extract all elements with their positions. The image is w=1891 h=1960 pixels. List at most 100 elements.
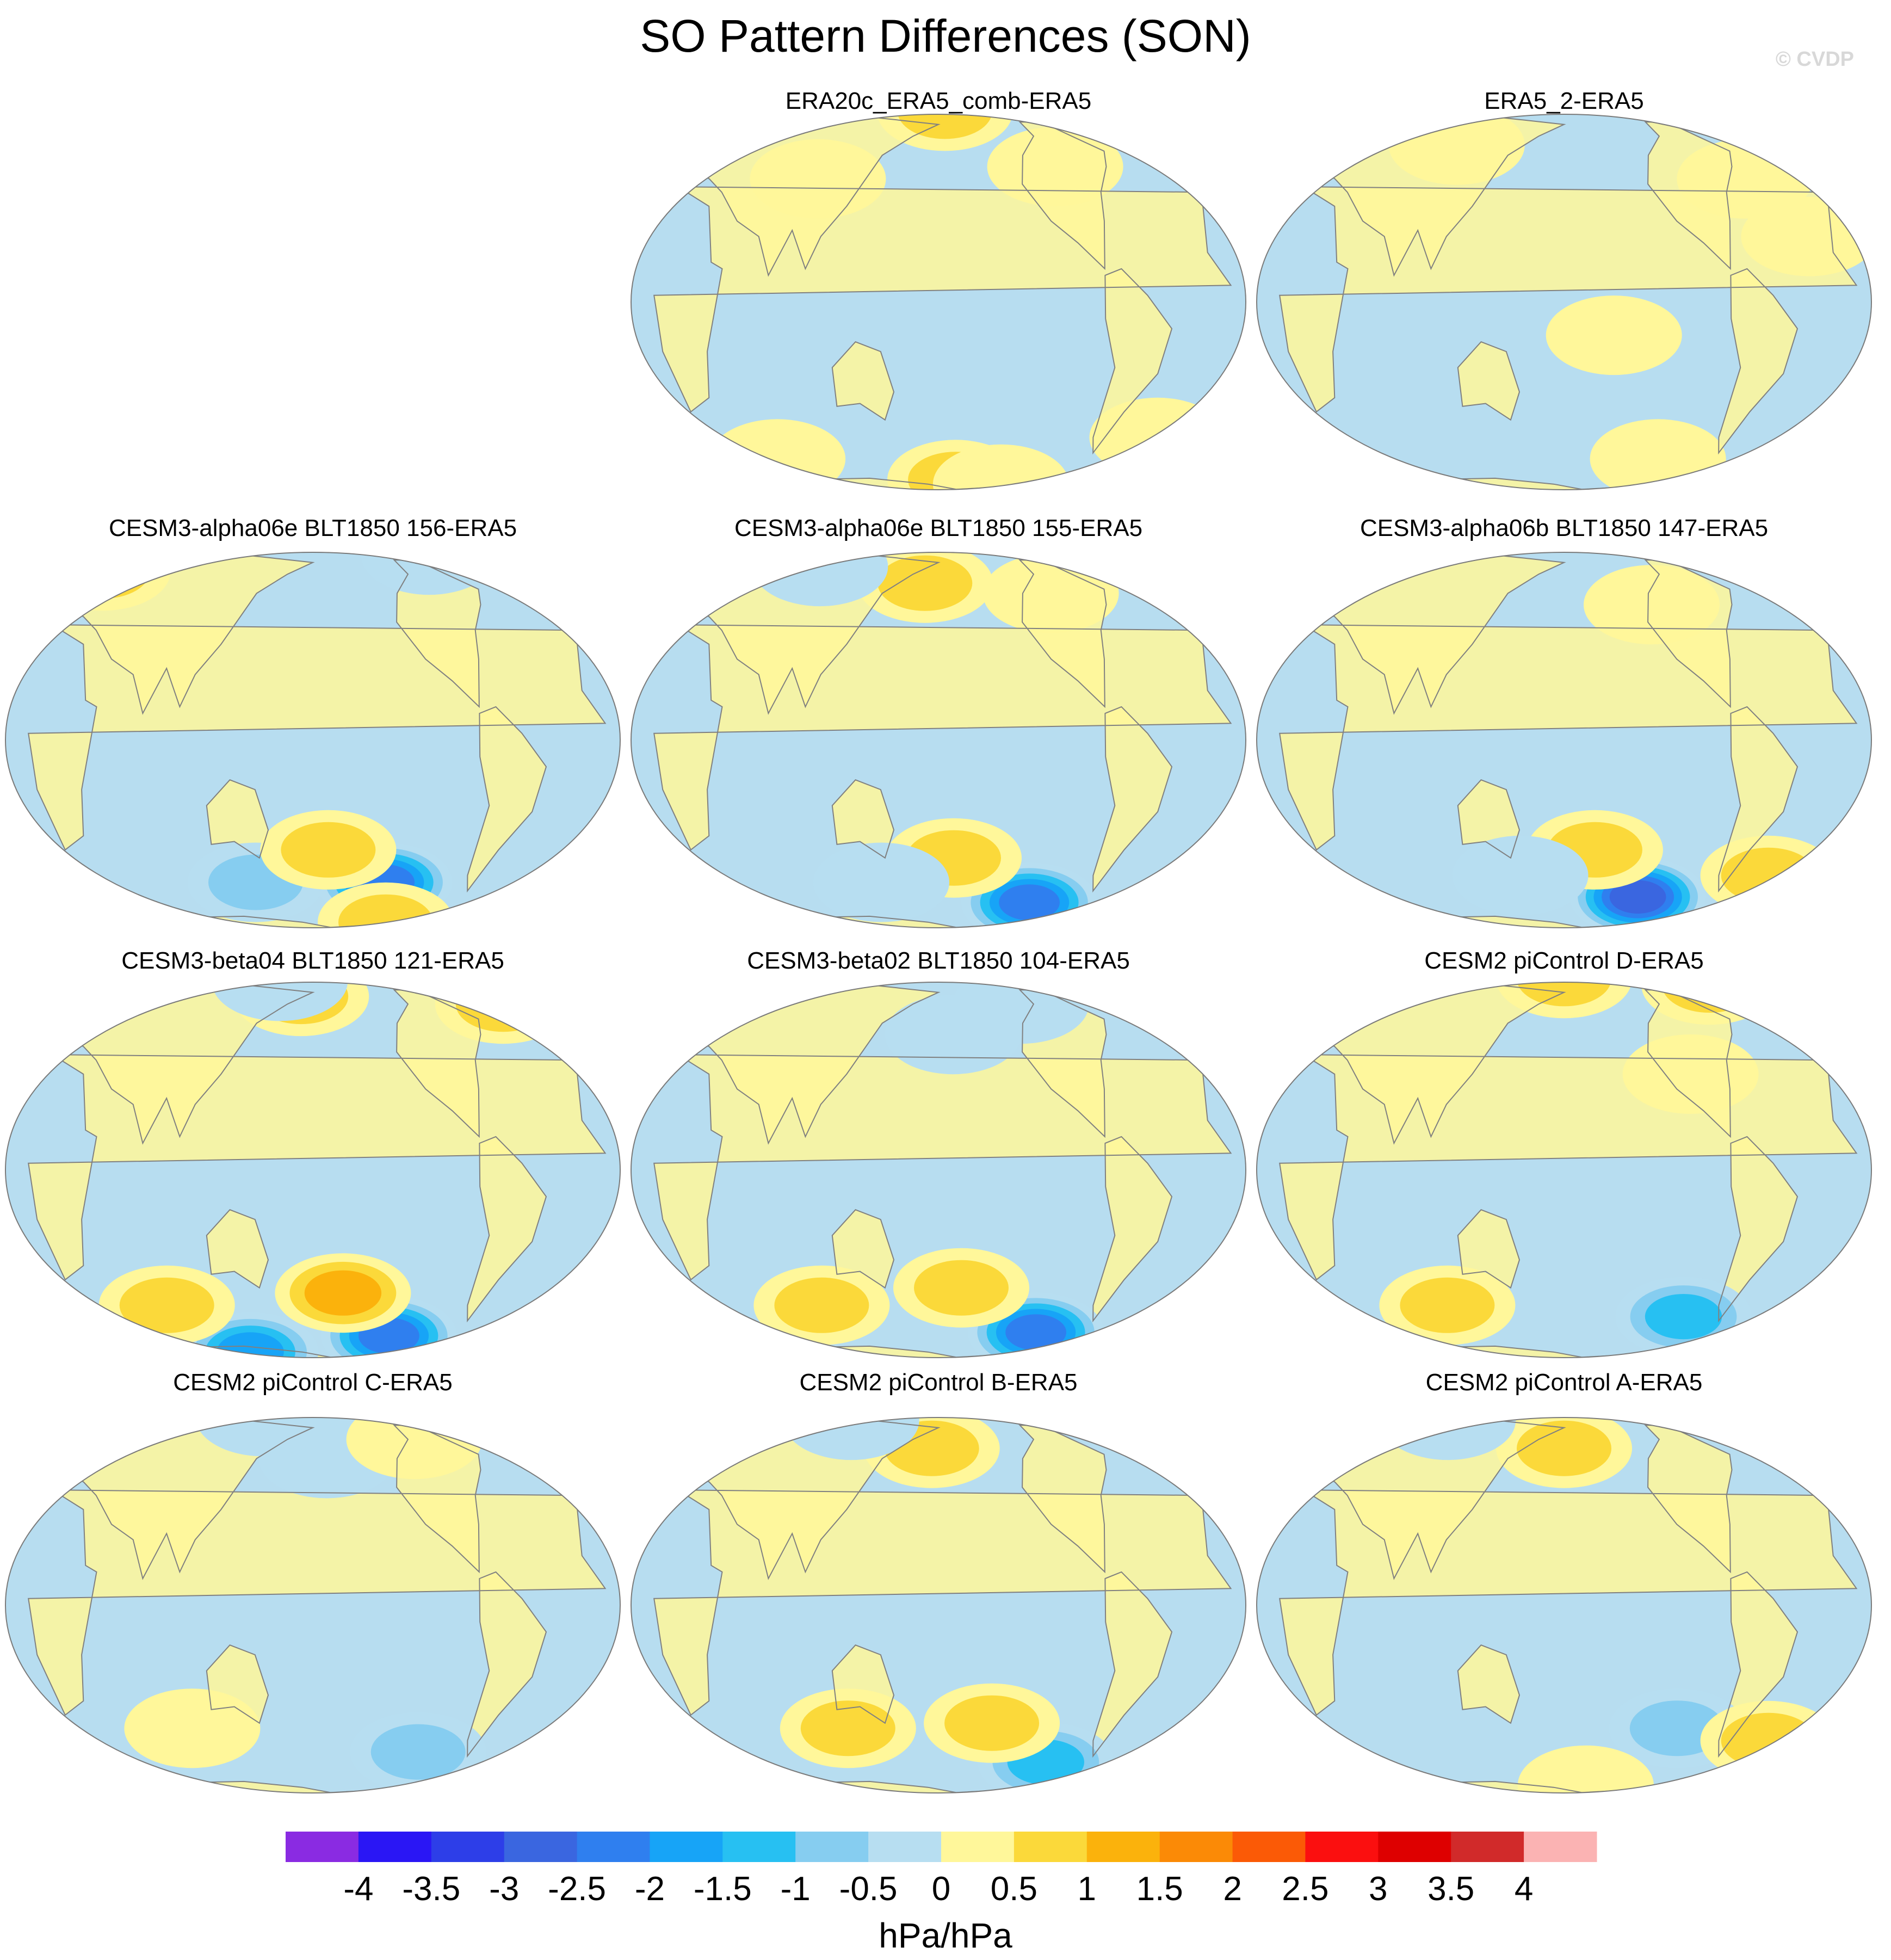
colorbar-box	[1086, 1832, 1160, 1862]
colorbar-box	[1451, 1832, 1524, 1862]
panel-title: CESM3-alpha06b BLT1850 147-ERA5	[1360, 515, 1768, 541]
contour-feature	[1517, 1420, 1611, 1476]
map-border	[631, 1417, 1246, 1793]
map-panel: CESM3-beta02 BLT1850 104-ERA5	[631, 947, 1246, 1358]
coastline	[653, 624, 1232, 851]
map-panel: ERA20c_ERA5_comb-ERA5	[631, 88, 1246, 490]
map-border	[1256, 552, 1872, 928]
contour-feature	[1496, 982, 1632, 1019]
coastline	[1279, 1489, 1858, 1716]
map-panel: CESM3-beta04 BLT1850 121-ERA5	[5, 947, 621, 1358]
contour-feature	[119, 1277, 214, 1333]
coastline	[1279, 186, 1858, 413]
contour-feature	[304, 1270, 382, 1316]
contour-feature	[944, 1695, 1040, 1751]
panel-title: CESM2 piControl C-ERA5	[173, 1369, 453, 1396]
map-panel: ERA5_2-ERA5	[1256, 88, 1872, 490]
contour-feature	[987, 127, 1123, 207]
coastline	[689, 115, 941, 277]
colorbar-tick-label: -3.5	[402, 1870, 460, 1908]
coastline	[28, 1489, 607, 1716]
map-panel: CESM2 piControl B-ERA5	[631, 1369, 1246, 1793]
colorbar-tick-label: 0.5	[991, 1870, 1037, 1908]
anomaly-region	[467, 1571, 546, 1756]
contour-feature	[1517, 982, 1611, 1007]
colorbar-box	[286, 1832, 359, 1862]
anomaly-region	[1457, 342, 1519, 420]
colorbar-tick-label: 1	[1078, 1870, 1096, 1908]
coastline	[1457, 1644, 1521, 1724]
map-border	[631, 982, 1246, 1358]
contour-feature	[999, 884, 1060, 921]
coastline	[28, 1054, 607, 1281]
colorbar-tick-label: -3	[489, 1870, 519, 1908]
coastline	[831, 341, 895, 421]
coastline	[689, 553, 941, 715]
contour-feature	[1590, 419, 1726, 490]
anomaly-region	[832, 342, 894, 420]
colorbar-tick-label: -1.5	[694, 1870, 752, 1908]
contour-feature	[370, 1724, 466, 1780]
contour-feature	[1645, 1294, 1722, 1340]
contour-feature	[55, 552, 150, 599]
panel-title: ERA20c_ERA5_comb-ERA5	[786, 88, 1091, 114]
panel-title: CESM3-beta04 BLT1850 121-ERA5	[121, 947, 504, 974]
contour-feature	[217, 1332, 284, 1358]
anomaly-region	[654, 1490, 1231, 1715]
coastline	[1457, 341, 1521, 421]
contour-feature	[709, 419, 846, 490]
coastline	[1457, 779, 1521, 859]
contour-feature	[1546, 295, 1682, 375]
coastline	[1315, 553, 1566, 715]
contour-feature	[1609, 880, 1666, 914]
coastline	[653, 186, 1232, 413]
map-border	[631, 552, 1246, 928]
contour-feature	[876, 114, 1013, 151]
map-border	[5, 982, 621, 1358]
colorbar-units: hPa/hPa	[879, 1916, 1012, 1955]
coastline	[689, 1419, 941, 1580]
anomaly-region	[1457, 1210, 1519, 1288]
colorbar-box	[1524, 1832, 1597, 1862]
anomaly-region	[832, 1210, 894, 1288]
colorbar-box	[1378, 1832, 1451, 1862]
anomaly-region	[832, 780, 894, 858]
contour-feature	[1452, 835, 1589, 915]
colorbar-tick-label: -4	[343, 1870, 373, 1908]
coastline	[1279, 624, 1858, 851]
coastline	[64, 983, 315, 1145]
coastline	[206, 1209, 269, 1289]
colorbar-box	[795, 1832, 869, 1862]
anomaly-region	[206, 1210, 268, 1288]
coastline	[1279, 1054, 1858, 1281]
coastline	[653, 1489, 1232, 1716]
map-panel: CESM3-alpha06e BLT1850 155-ERA5	[631, 515, 1246, 928]
colorbar-tick-label: 0	[932, 1870, 950, 1908]
anomaly-region	[1093, 268, 1172, 453]
anomaly-region	[206, 780, 268, 858]
contour-feature	[1400, 1277, 1495, 1333]
colorbar-box	[577, 1832, 650, 1862]
contour-feature	[1721, 847, 1816, 903]
panel-title: CESM2 piControl D-ERA5	[1424, 947, 1704, 974]
anomaly-region	[1093, 1136, 1172, 1321]
figure-title: SO Pattern Differences (SON)	[640, 10, 1251, 61]
anomaly-region	[1093, 1571, 1172, 1756]
map-border	[1256, 982, 1872, 1358]
colorbar-box	[650, 1832, 723, 1862]
coastline	[831, 1644, 895, 1724]
map-panel: CESM2 piControl A-ERA5	[1256, 1369, 1872, 1793]
contour-feature	[455, 982, 551, 1032]
anomaly-region	[28, 625, 605, 850]
coastline	[689, 983, 941, 1145]
colorbar-tick-label: 4	[1515, 1870, 1533, 1908]
panel-title: CESM3-alpha06e BLT1850 156-ERA5	[109, 515, 517, 541]
anomaly-region	[28, 1055, 605, 1280]
colorbar-tick-label: -2.5	[548, 1870, 606, 1908]
panel-title: ERA5_2-ERA5	[1484, 88, 1643, 114]
anomaly-region	[654, 187, 1231, 412]
colorbar-box	[1159, 1832, 1233, 1862]
colorbar-box	[358, 1832, 432, 1862]
contour-feature	[195, 1417, 331, 1457]
map-border	[1256, 114, 1872, 490]
